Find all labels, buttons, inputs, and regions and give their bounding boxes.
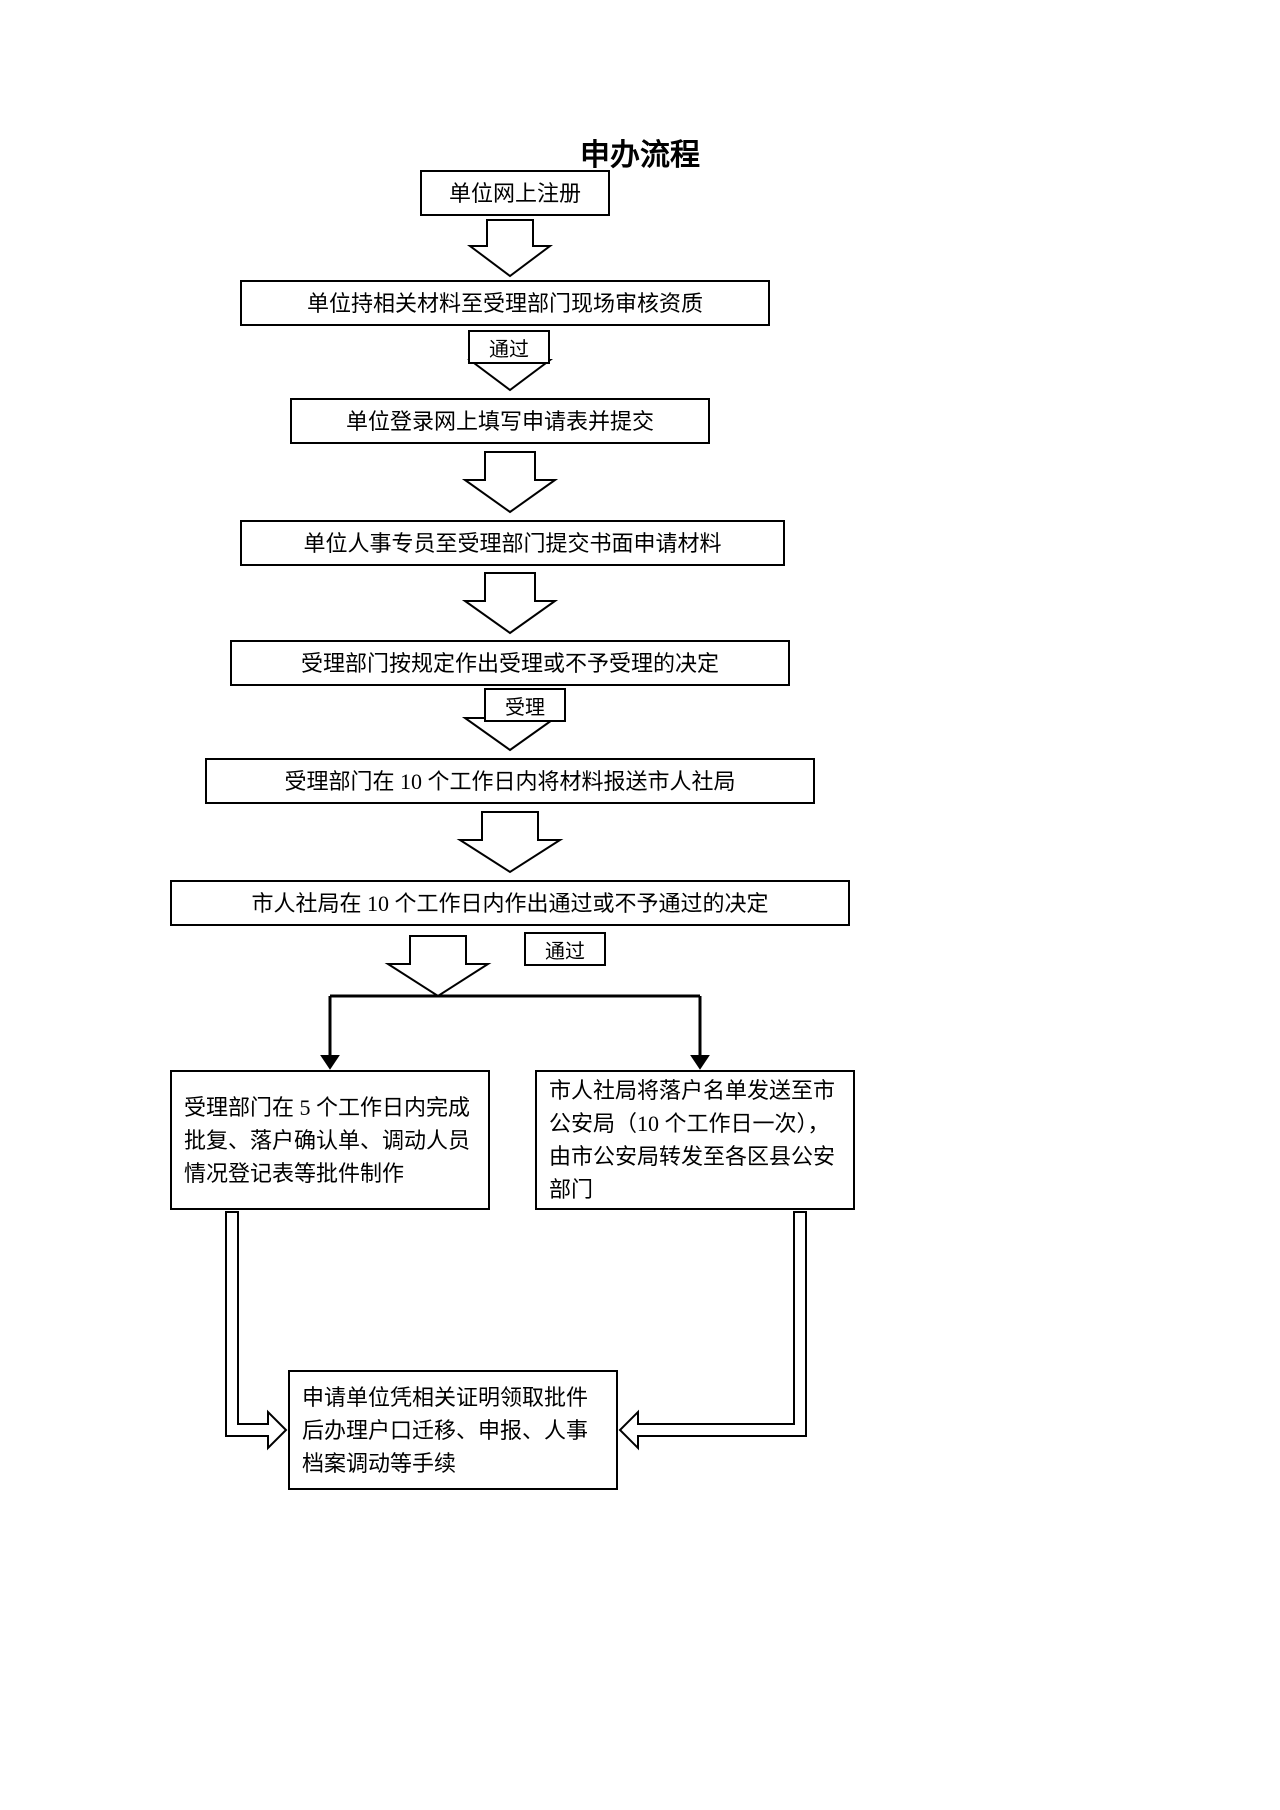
label-text: 通过 [489,333,529,362]
label-text: 通过 [545,935,585,964]
branch-label-accept: 受理 [484,688,566,722]
edges-layer [0,0,1280,1810]
branch-label-pass-2: 通过 [524,932,606,966]
label-text: 受理 [505,691,545,720]
flowchart-canvas: 申办流程 单位网上注册 单位持相关材料至受理部门现场审核资质 单位登录网上填写申… [0,0,1280,1810]
branch-label-pass-1: 通过 [468,330,550,364]
